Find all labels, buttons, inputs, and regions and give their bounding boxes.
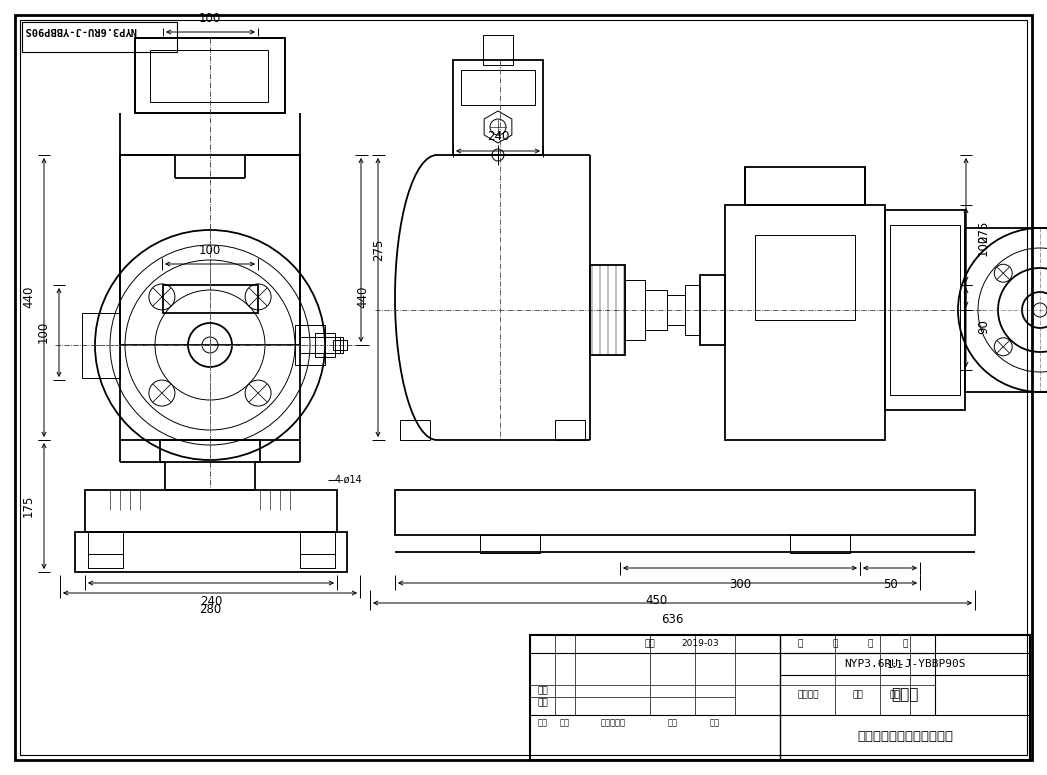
Bar bbox=[300, 554, 335, 568]
Bar bbox=[453, 60, 543, 155]
Text: 更改文件名: 更改文件名 bbox=[601, 718, 625, 728]
Text: 100: 100 bbox=[199, 244, 221, 257]
Bar bbox=[333, 340, 347, 350]
Text: 校对: 校对 bbox=[537, 687, 549, 695]
Text: 450: 450 bbox=[646, 594, 668, 607]
Bar bbox=[150, 50, 268, 102]
Text: 4-ø14: 4-ø14 bbox=[335, 475, 362, 485]
Bar bbox=[300, 532, 335, 554]
Text: 440: 440 bbox=[22, 286, 35, 308]
Text: 第: 第 bbox=[867, 639, 873, 649]
Bar bbox=[82, 313, 120, 378]
Bar bbox=[685, 285, 700, 335]
Bar bbox=[667, 295, 685, 325]
Text: 50: 50 bbox=[883, 578, 897, 591]
Text: 标记: 标记 bbox=[538, 718, 548, 728]
Bar bbox=[163, 285, 258, 313]
Bar bbox=[395, 490, 975, 535]
Text: 2019-03: 2019-03 bbox=[682, 639, 719, 649]
Text: 100: 100 bbox=[199, 12, 221, 25]
Text: NYP3.6RU-J-YBBP90S: NYP3.6RU-J-YBBP90S bbox=[24, 25, 136, 35]
Bar bbox=[461, 70, 535, 105]
Bar bbox=[75, 532, 347, 572]
Text: 日期: 日期 bbox=[710, 718, 720, 728]
Bar bbox=[890, 225, 960, 395]
Text: 275: 275 bbox=[977, 221, 990, 243]
Text: 440: 440 bbox=[356, 286, 369, 308]
Text: 日期: 日期 bbox=[645, 639, 655, 649]
Bar bbox=[530, 635, 1030, 760]
Text: 1:1: 1:1 bbox=[887, 660, 904, 670]
Bar bbox=[725, 205, 885, 440]
Text: 280: 280 bbox=[199, 603, 221, 616]
Bar bbox=[700, 275, 725, 345]
Bar bbox=[555, 420, 585, 440]
Bar bbox=[135, 38, 285, 113]
Text: 636: 636 bbox=[661, 613, 684, 626]
Text: 设计: 设计 bbox=[537, 698, 549, 708]
Text: 100: 100 bbox=[37, 321, 50, 343]
Text: NYP3.6RU-J-YBBP90S: NYP3.6RU-J-YBBP90S bbox=[844, 659, 965, 669]
Text: 275: 275 bbox=[372, 239, 385, 261]
Bar bbox=[88, 532, 122, 554]
Text: 共: 共 bbox=[798, 639, 803, 649]
Bar bbox=[745, 167, 865, 205]
Bar bbox=[400, 420, 430, 440]
Bar bbox=[645, 290, 667, 330]
Bar bbox=[85, 490, 337, 532]
Bar bbox=[790, 535, 850, 553]
Bar bbox=[755, 235, 855, 320]
Text: 河北远东泵业制造有限公司: 河北远东泵业制造有限公司 bbox=[857, 731, 953, 743]
Text: 机组图: 机组图 bbox=[891, 687, 918, 702]
Text: 175: 175 bbox=[22, 494, 35, 517]
Text: 签字: 签字 bbox=[668, 718, 678, 728]
Polygon shape bbox=[484, 111, 512, 143]
Text: 240: 240 bbox=[487, 130, 509, 143]
Bar bbox=[480, 535, 540, 553]
Bar bbox=[483, 35, 513, 65]
Bar bbox=[160, 440, 260, 462]
Text: 数量: 数量 bbox=[560, 718, 570, 728]
Bar bbox=[120, 155, 300, 345]
Text: 100: 100 bbox=[977, 234, 990, 256]
Text: 集: 集 bbox=[903, 639, 908, 649]
Bar bbox=[315, 333, 335, 357]
Bar bbox=[591, 265, 625, 355]
Text: 90: 90 bbox=[977, 319, 990, 335]
Text: 重量: 重量 bbox=[852, 691, 864, 700]
Bar bbox=[295, 325, 325, 365]
Text: 图样标记: 图样标记 bbox=[797, 691, 819, 700]
Text: 集: 集 bbox=[832, 639, 838, 649]
Bar bbox=[885, 210, 965, 410]
Text: 240: 240 bbox=[200, 595, 222, 608]
Bar bbox=[965, 228, 1047, 392]
Bar bbox=[88, 554, 122, 568]
Bar bbox=[22, 22, 177, 52]
Text: 300: 300 bbox=[729, 578, 751, 591]
Bar bbox=[625, 280, 645, 340]
Bar bbox=[325, 337, 343, 353]
Text: 比例: 比例 bbox=[890, 691, 900, 700]
